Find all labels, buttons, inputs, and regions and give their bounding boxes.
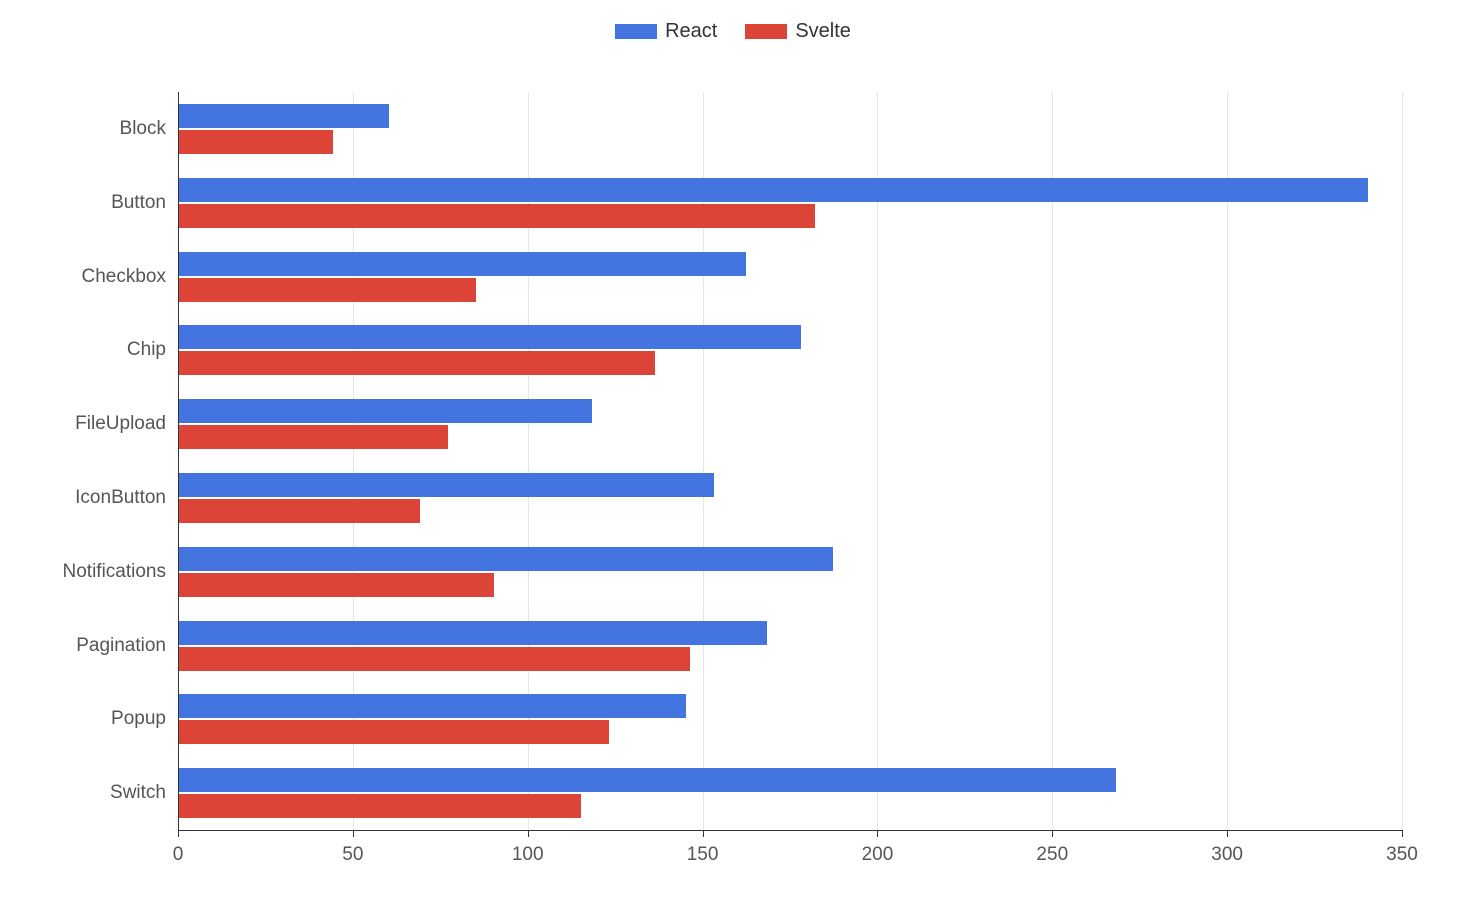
x-axis-tick-label: 300 xyxy=(1211,844,1243,866)
chart-legend: React Svelte xyxy=(0,20,1466,43)
x-axis-tick xyxy=(877,830,878,837)
grid-line xyxy=(703,92,704,830)
bar[interactable] xyxy=(179,130,333,154)
bar[interactable] xyxy=(179,768,1116,792)
y-axis-tick-label: FileUpload xyxy=(75,413,166,435)
bar[interactable] xyxy=(179,278,476,302)
bar[interactable] xyxy=(179,399,592,423)
x-axis-tick xyxy=(703,830,704,837)
y-axis-tick-label: Button xyxy=(111,192,166,214)
y-axis-tick-label: Chip xyxy=(127,339,166,361)
y-axis-tick-label: Notifications xyxy=(63,561,167,583)
bar[interactable] xyxy=(179,204,815,228)
bar[interactable] xyxy=(179,499,420,523)
legend-swatch xyxy=(745,24,787,39)
x-axis-tick-label: 100 xyxy=(512,844,544,866)
chart-container: ReactSvelte 050100150200250300350BlockBu… xyxy=(0,0,1466,902)
legend-label: React xyxy=(665,20,717,43)
bar[interactable] xyxy=(179,104,389,128)
legend-label: Svelte xyxy=(795,20,851,43)
x-axis-tick-label: 250 xyxy=(1036,844,1068,866)
y-axis-tick-label: Block xyxy=(120,118,166,140)
bar[interactable] xyxy=(179,647,690,671)
bar[interactable] xyxy=(179,325,801,349)
bar[interactable] xyxy=(179,694,686,718)
bar[interactable] xyxy=(179,425,448,449)
x-axis-tick xyxy=(353,830,354,837)
legend-item[interactable]: Svelte xyxy=(745,20,851,43)
x-axis-tick-label: 200 xyxy=(862,844,894,866)
y-axis-tick-label: Checkbox xyxy=(82,266,167,288)
y-axis-tick-label: Popup xyxy=(111,708,166,730)
legend-item[interactable]: React xyxy=(615,20,717,43)
x-axis-tick xyxy=(1227,830,1228,837)
bar[interactable] xyxy=(179,547,833,571)
x-axis-tick-label: 350 xyxy=(1386,844,1418,866)
legend-swatch xyxy=(615,24,657,39)
y-axis-tick-label: IconButton xyxy=(75,487,166,509)
bar[interactable] xyxy=(179,473,714,497)
x-axis-tick xyxy=(1052,830,1053,837)
y-axis-line xyxy=(178,92,179,830)
bar[interactable] xyxy=(179,573,494,597)
bar[interactable] xyxy=(179,178,1368,202)
grid-line xyxy=(1402,92,1403,830)
bar[interactable] xyxy=(179,252,746,276)
x-axis-tick xyxy=(528,830,529,837)
bar[interactable] xyxy=(179,621,767,645)
bar[interactable] xyxy=(179,794,581,818)
plot-area: 050100150200250300350BlockButtonCheckbox… xyxy=(178,92,1402,830)
x-axis-tick-label: 0 xyxy=(173,844,184,866)
x-axis-tick xyxy=(178,830,179,837)
grid-line xyxy=(353,92,354,830)
y-axis-tick-label: Switch xyxy=(110,782,166,804)
x-axis-tick-label: 150 xyxy=(687,844,719,866)
grid-line xyxy=(1227,92,1228,830)
grid-line xyxy=(528,92,529,830)
y-axis-tick-label: Pagination xyxy=(76,635,166,657)
grid-line xyxy=(877,92,878,830)
bar[interactable] xyxy=(179,351,655,375)
bar[interactable] xyxy=(179,720,609,744)
x-axis-line xyxy=(178,830,1402,831)
x-axis-tick xyxy=(1402,830,1403,837)
x-axis-tick-label: 50 xyxy=(342,844,363,866)
grid-line xyxy=(1052,92,1053,830)
